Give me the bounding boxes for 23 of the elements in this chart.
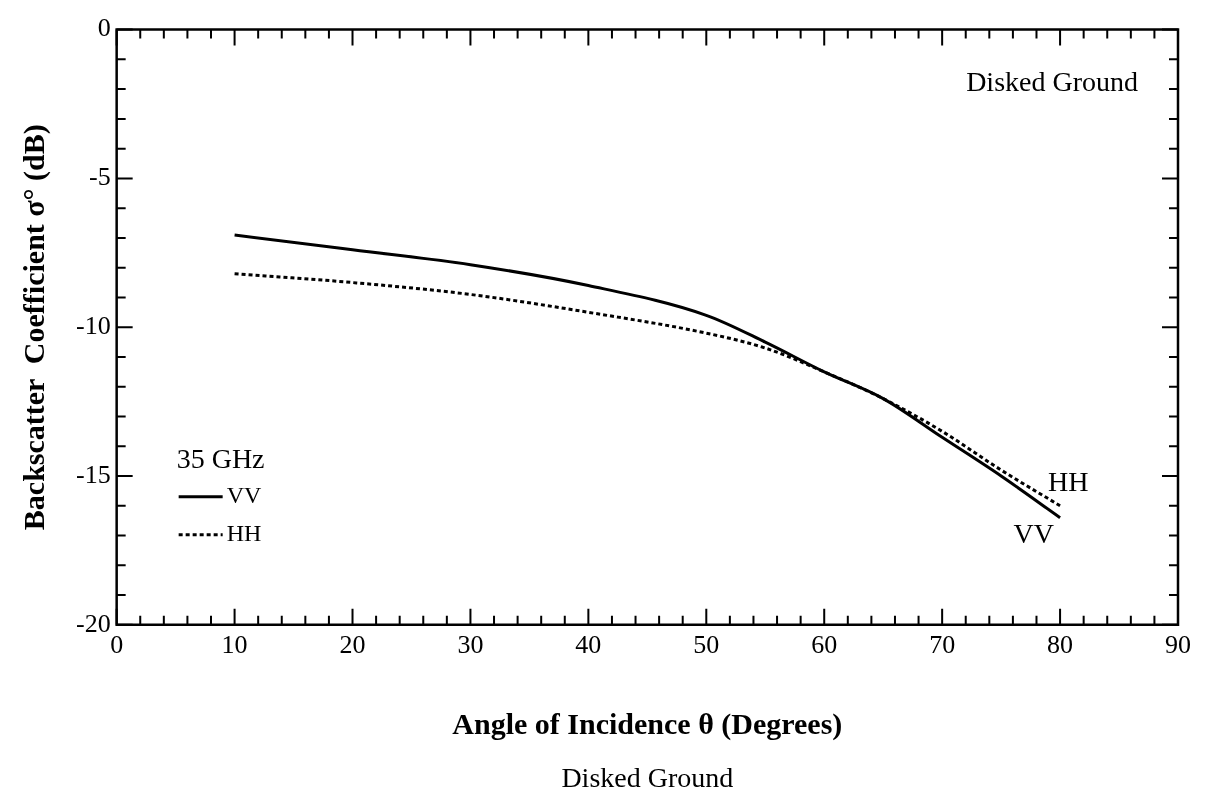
x-tick-label: 10 — [221, 630, 248, 660]
y-tick-label: -15 — [75, 459, 111, 489]
x-tick-label: 90 — [1165, 630, 1191, 660]
x-axis-title: Angle of Incidence θ (Degrees) — [452, 706, 843, 741]
legend-label: HH — [226, 520, 262, 547]
text: Disked Ground — [966, 65, 1138, 97]
x-tick-label: 20 — [339, 630, 366, 660]
x-tick-label: 60 — [811, 630, 838, 660]
y-axis-title: Backscatter Coefficient σ° (dB) — [16, 124, 51, 531]
legend-title: 35 GHz — [176, 443, 265, 475]
x-tick-label: 70 — [929, 630, 956, 660]
text: VV — [1013, 518, 1055, 550]
legend-label: VV — [226, 482, 262, 509]
y-tick-label: -10 — [75, 311, 111, 341]
x-tick-label: 50 — [693, 630, 720, 660]
x-tick-label: 30 — [457, 630, 484, 660]
y-tick-label: -20 — [75, 608, 111, 638]
x-tick-label: 80 — [1047, 630, 1074, 660]
y-tick-label: -5 — [88, 162, 111, 192]
text: Disked Ground — [561, 762, 734, 794]
y-tick-label: 0 — [97, 13, 111, 43]
text: HH — [1048, 466, 1089, 498]
x-tick-label: 40 — [575, 630, 602, 660]
